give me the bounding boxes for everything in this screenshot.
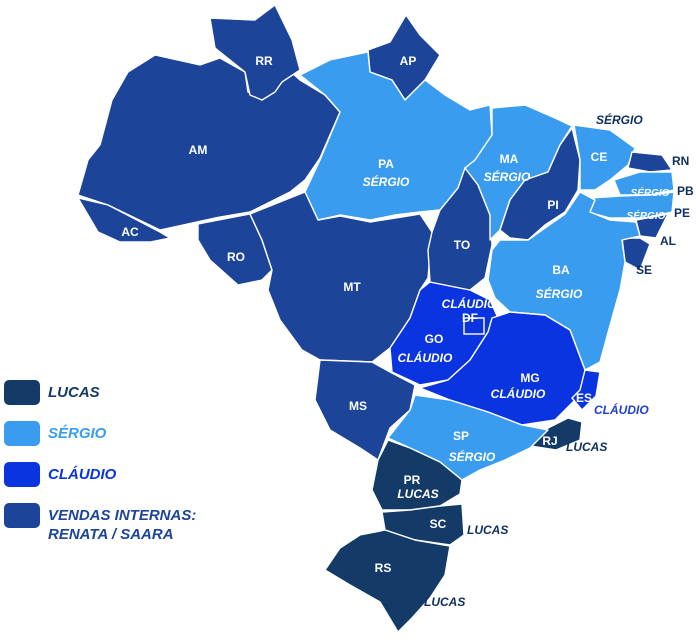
label-df: DF <box>462 311 478 325</box>
label-es: ES <box>576 391 592 405</box>
label-es-rep: CLÁUDIO <box>594 402 649 417</box>
label-pa: PA <box>378 157 394 171</box>
label-mt: MT <box>343 280 361 294</box>
label-pa-rep: SÉRGIO <box>363 174 410 189</box>
label-ba-rep: SÉRGIO <box>536 286 583 301</box>
state-ms[interactable] <box>314 359 416 461</box>
label-to: TO <box>454 238 470 252</box>
legend-swatch-internas <box>4 503 40 528</box>
label-rj: RJ <box>542 434 557 448</box>
label-pe-rep: SÉRGIO <box>627 209 666 222</box>
legend-swatch-claudio <box>4 462 40 487</box>
state-rs[interactable] <box>324 529 451 633</box>
legend-label-internas: VENDAS INTERNAS: RENATA / SAARA <box>48 507 197 543</box>
legend-label-sergio: SÉRGIO <box>48 425 107 442</box>
label-ms: MS <box>349 399 367 413</box>
state-rr[interactable] <box>209 4 301 101</box>
label-rn: RN <box>672 154 689 168</box>
label-mg-rep: CLÁUDIO <box>491 386 546 401</box>
state-pi[interactable] <box>499 127 581 241</box>
label-mg: MG <box>520 371 539 385</box>
label-northeast-rep: SÉRGIO <box>596 112 643 127</box>
label-se: SE <box>636 263 652 277</box>
label-pb-rep: SÉRGIO <box>631 186 670 199</box>
label-ma: MA <box>500 152 519 166</box>
label-pr: PR <box>404 473 421 487</box>
legend-item-claudio: CLÁUDIO <box>4 462 196 487</box>
label-sp-rep: SÉRGIO <box>449 449 496 464</box>
legend-item-sergio: SÉRGIO <box>4 421 196 446</box>
label-ac: AC <box>121 225 139 239</box>
state-pb[interactable] <box>613 171 675 196</box>
label-ap: AP <box>400 54 417 68</box>
legend-item-lucas: LUCAS <box>4 380 196 405</box>
label-go: GO <box>425 332 444 346</box>
label-rs-rep: LUCAS <box>424 595 465 609</box>
label-sp: SP <box>453 429 469 443</box>
label-df-rep: CLÁUDIO <box>442 296 497 311</box>
label-am: AM <box>189 143 208 157</box>
label-ba: BA <box>552 263 570 277</box>
label-go-rep: CLÁUDIO <box>398 350 453 365</box>
label-al: AL <box>660 234 676 248</box>
label-rr: RR <box>255 54 273 68</box>
label-rs: RS <box>375 561 392 575</box>
label-pb: PB <box>677 184 694 198</box>
label-ce: CE <box>591 150 608 164</box>
legend-label-claudio: CLÁUDIO <box>48 466 117 483</box>
legend-label-lucas: LUCAS <box>48 384 100 401</box>
state-ba[interactable] <box>487 191 641 371</box>
label-pi: PI <box>547 198 558 212</box>
label-ma-rep: SÉRGIO <box>484 169 531 184</box>
state-rn[interactable] <box>627 151 673 173</box>
state-df[interactable] <box>463 317 485 335</box>
state-ac[interactable] <box>77 197 171 243</box>
state-sp[interactable] <box>387 394 549 481</box>
state-pr[interactable] <box>371 439 463 511</box>
legend-item-internas: VENDAS INTERNAS: RENATA / SAARA <box>4 503 196 544</box>
legend-swatch-sergio <box>4 421 40 446</box>
label-rj-rep: LUCAS <box>566 440 607 454</box>
state-ce[interactable] <box>573 124 636 191</box>
legend-swatch-lucas <box>4 380 40 405</box>
label-ro: RO <box>227 250 245 264</box>
legend: LUCAS SÉRGIO CLÁUDIO VENDAS INTERNAS: RE… <box>4 380 196 560</box>
state-es[interactable] <box>571 369 601 411</box>
label-pr-rep: LUCAS <box>397 487 438 501</box>
label-sc: SC <box>430 517 447 531</box>
label-sc-rep: LUCAS <box>467 523 508 537</box>
label-pe: PE <box>674 206 690 220</box>
